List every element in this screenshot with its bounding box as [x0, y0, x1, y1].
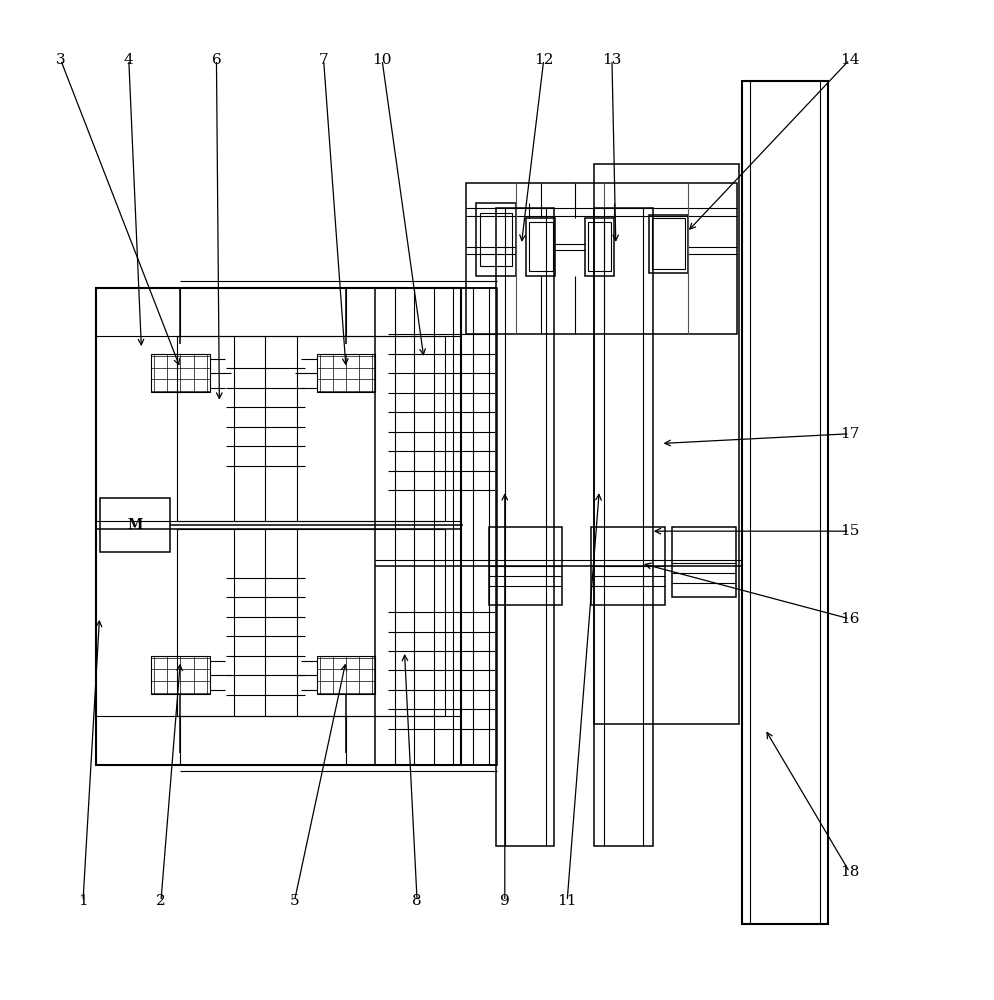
Bar — [594, 164, 739, 724]
Bar — [672, 527, 736, 597]
Text: 8: 8 — [413, 894, 421, 908]
Text: 18: 18 — [840, 865, 860, 879]
Bar — [466, 183, 737, 334]
Text: 3: 3 — [56, 53, 66, 67]
Bar — [584, 218, 614, 276]
Text: 5: 5 — [289, 894, 299, 908]
Bar — [151, 354, 210, 392]
Text: 7: 7 — [319, 53, 328, 67]
Bar — [95, 288, 461, 765]
Bar — [99, 498, 170, 552]
Bar — [529, 222, 553, 271]
Bar — [376, 288, 497, 765]
Bar — [151, 656, 210, 694]
Bar — [649, 215, 688, 273]
Bar — [652, 218, 685, 269]
Text: 6: 6 — [212, 53, 222, 67]
Text: 9: 9 — [500, 894, 510, 908]
Text: 16: 16 — [840, 612, 860, 626]
Bar — [587, 222, 611, 271]
Bar — [496, 208, 555, 846]
Bar — [743, 81, 828, 924]
Bar — [480, 213, 512, 266]
Bar — [489, 527, 563, 605]
Bar — [594, 208, 653, 846]
Text: 1: 1 — [79, 894, 87, 908]
Text: 4: 4 — [124, 53, 133, 67]
Text: 2: 2 — [156, 894, 166, 908]
Bar — [526, 218, 556, 276]
Text: 17: 17 — [840, 427, 860, 441]
Bar — [591, 527, 665, 605]
Bar — [178, 336, 445, 521]
Text: 10: 10 — [373, 53, 392, 67]
Bar — [475, 203, 517, 276]
Bar — [317, 656, 375, 694]
Bar — [317, 354, 375, 392]
Text: 14: 14 — [840, 53, 860, 67]
Text: 11: 11 — [558, 894, 577, 908]
Bar — [178, 529, 445, 716]
Text: 13: 13 — [602, 53, 621, 67]
Text: 15: 15 — [840, 524, 860, 538]
Text: 12: 12 — [534, 53, 554, 67]
Text: M: M — [127, 518, 142, 532]
